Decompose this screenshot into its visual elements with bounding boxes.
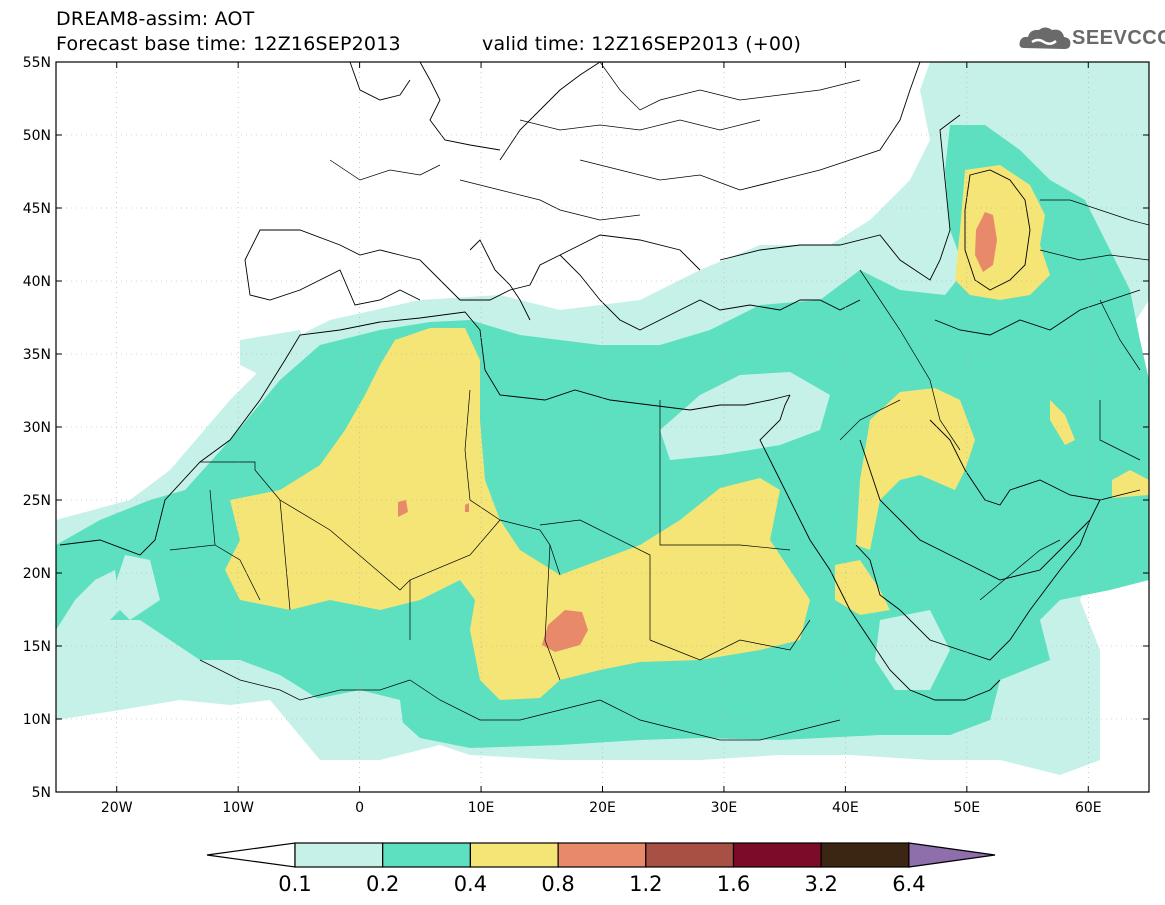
lat-label: 45N	[23, 201, 51, 217]
lat-label: 50N	[23, 128, 51, 144]
colorbar-over-arrow	[908, 842, 996, 868]
colorbar-level-label: 1.2	[629, 872, 663, 896]
lat-label: 15N	[23, 639, 51, 655]
lon-label: 60E	[1075, 800, 1102, 816]
colorbar-level-label: 1.6	[716, 872, 751, 896]
aot-0.8-1.2	[398, 212, 997, 652]
lat-label: 20N	[23, 566, 51, 582]
lon-label: 30E	[711, 800, 738, 816]
lat-label: 55N	[23, 55, 51, 71]
aot-field	[56, 62, 1149, 775]
colorbar-segment	[557, 842, 647, 868]
latitude-labels: 55N 50N 45N 40N 35N 30N 25N 20N 15N 10N 5N	[23, 55, 51, 801]
colorbar-segment	[732, 842, 822, 868]
lon-label: 10W	[222, 800, 254, 816]
colorbar-level-label: 0.8	[541, 872, 575, 896]
forecast-base-time: Forecast base time: 12Z16SEP2013	[56, 33, 401, 55]
lon-label: 40E	[832, 800, 859, 816]
cloud-icon	[1019, 27, 1071, 49]
lon-label: 0	[355, 800, 364, 816]
colorbar-segment	[294, 842, 384, 868]
colorbar-level-label: 0.1	[278, 872, 312, 896]
colorbar-segment	[469, 842, 559, 868]
aot-low-pockets	[110, 372, 950, 760]
lon-label: 50E	[953, 800, 980, 816]
lon-label: 20E	[589, 800, 616, 816]
graticule	[56, 62, 1149, 792]
lat-label: 30N	[23, 420, 51, 436]
lat-label: 10N	[23, 712, 51, 728]
colorbar-segment	[645, 842, 735, 868]
colorbar-level-label: 0.2	[365, 872, 400, 896]
colorbar-segment	[820, 842, 910, 868]
colorbar-under-arrow	[206, 842, 296, 868]
lon-label: 20W	[101, 800, 133, 816]
longitude-labels: 20W 10W 0 10E 20E 30E 40E 50E 60E	[101, 800, 1102, 816]
logo-text: SEEVCCC	[1072, 27, 1165, 49]
lat-label: 25N	[23, 493, 51, 509]
colorbar-level-label: 0.4	[453, 872, 488, 896]
chart-title: DREAM8-assim: AOT	[56, 8, 255, 30]
colorbar-segment	[382, 842, 472, 868]
axis-ticks	[56, 61, 1149, 793]
lat-label: 5N	[32, 785, 51, 801]
lat-label: 40N	[23, 274, 51, 290]
colorbar-level-label: 3.2	[804, 872, 838, 896]
lat-label: 35N	[23, 347, 51, 363]
colorbar	[206, 842, 996, 868]
valid-time: valid time: 12Z16SEP2013 (+00)	[482, 33, 802, 55]
colorbar-level-label: 6.4	[892, 872, 926, 896]
lon-label: 10E	[468, 800, 495, 816]
country-borders	[169, 62, 1149, 741]
seevccc-logo	[1018, 22, 1158, 58]
